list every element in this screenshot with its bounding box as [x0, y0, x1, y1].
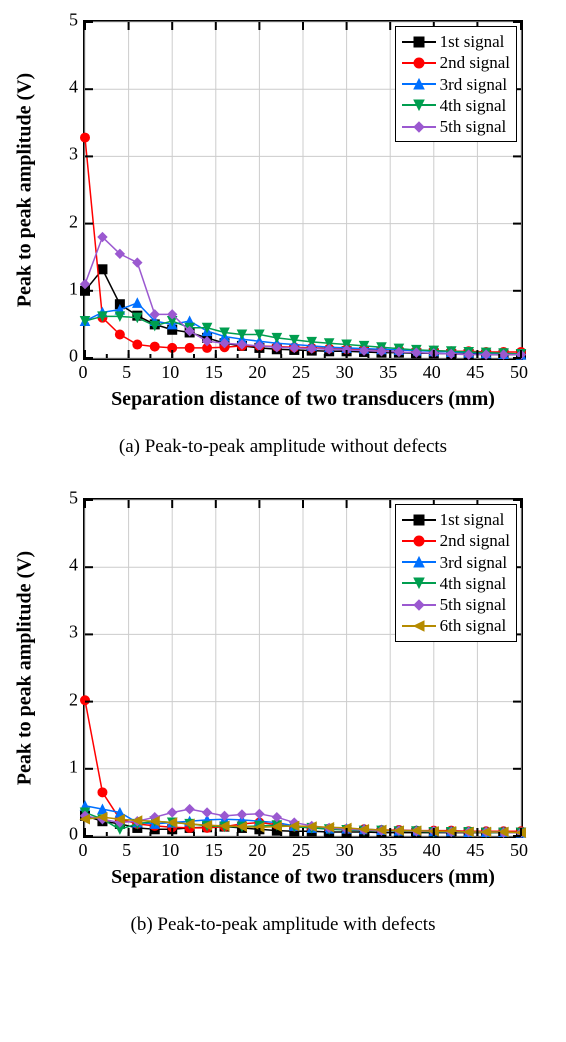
y-tick-label: 2 [38, 211, 78, 232]
plot-area: 1st signal 2nd signal 3rd signal [83, 20, 523, 360]
legend-label: 2nd signal [440, 52, 510, 73]
y-tick-label: 2 [38, 689, 78, 710]
chart-caption: (a) Peak-to-peak amplitude without defec… [10, 436, 556, 458]
x-tick-label: 35 [379, 840, 397, 861]
chartB: 1st signal 2nd signal 3rd signal [10, 488, 556, 936]
legend-label: 5th signal [440, 116, 507, 137]
y-tick-label: 1 [38, 278, 78, 299]
legend-label: 4th signal [440, 95, 507, 116]
x-tick-label: 25 [292, 840, 310, 861]
x-tick-label: 45 [466, 362, 484, 383]
x-tick-label: 45 [466, 840, 484, 861]
plot-area: 1st signal 2nd signal 3rd signal [83, 498, 523, 838]
legend-label: 3rd signal [440, 74, 508, 95]
y-tick-label: 4 [38, 77, 78, 98]
legend: 1st signal 2nd signal 3rd signal [395, 504, 517, 642]
x-tick-label: 40 [423, 362, 441, 383]
y-tick-label: 5 [38, 488, 78, 509]
x-tick-label: 50 [510, 362, 528, 383]
y-tick-label: 4 [38, 555, 78, 576]
x-tick-label: 25 [292, 362, 310, 383]
x-tick-label: 30 [336, 362, 354, 383]
legend-label: 4th signal [440, 573, 507, 594]
y-tick-label: 0 [38, 346, 78, 367]
chartA: 1st signal 2nd signal 3rd signal [10, 10, 556, 458]
legend-item: 4th signal [402, 573, 510, 594]
x-axis-label: Separation distance of two transducers (… [83, 866, 523, 889]
chart-caption: (b) Peak-to-peak amplitude with defects [10, 914, 556, 936]
x-tick-label: 30 [336, 840, 354, 861]
y-tick-label: 0 [38, 824, 78, 845]
legend-item: 1st signal [402, 31, 510, 52]
y-axis-label: Peak to peak amplitude (V) [14, 434, 37, 668]
legend-label: 2nd signal [440, 530, 510, 551]
y-tick-label: 1 [38, 756, 78, 777]
y-tick-label: 3 [38, 144, 78, 165]
legend-item: 2nd signal [402, 52, 510, 73]
legend-label: 3rd signal [440, 552, 508, 573]
legend-label: 6th signal [440, 615, 507, 636]
y-axis-label: Peak to peak amplitude (V) [14, 0, 37, 190]
x-tick-label: 40 [423, 840, 441, 861]
x-tick-label: 10 [161, 840, 179, 861]
x-tick-label: 15 [205, 362, 223, 383]
x-tick-label: 15 [205, 840, 223, 861]
legend-label: 1st signal [440, 509, 505, 530]
x-axis-label: Separation distance of two transducers (… [83, 388, 523, 411]
legend-item: 5th signal [402, 594, 510, 615]
x-tick-label: 0 [79, 362, 88, 383]
x-tick-label: 50 [510, 840, 528, 861]
x-tick-label: 10 [161, 362, 179, 383]
legend: 1st signal 2nd signal 3rd signal [395, 26, 517, 142]
x-tick-label: 20 [248, 362, 266, 383]
x-tick-label: 5 [122, 362, 131, 383]
legend-label: 5th signal [440, 594, 507, 615]
x-tick-label: 20 [248, 840, 266, 861]
legend-item: 3rd signal [402, 552, 510, 573]
y-tick-label: 5 [38, 10, 78, 31]
legend-item: 5th signal [402, 116, 510, 137]
legend-item: 1st signal [402, 509, 510, 530]
legend-item: 2nd signal [402, 530, 510, 551]
x-tick-label: 5 [122, 840, 131, 861]
y-tick-label: 3 [38, 622, 78, 643]
legend-item: 4th signal [402, 95, 510, 116]
x-tick-label: 0 [79, 840, 88, 861]
x-tick-label: 35 [379, 362, 397, 383]
legend-label: 1st signal [440, 31, 505, 52]
legend-item: 3rd signal [402, 74, 510, 95]
legend-item: 6th signal [402, 615, 510, 636]
